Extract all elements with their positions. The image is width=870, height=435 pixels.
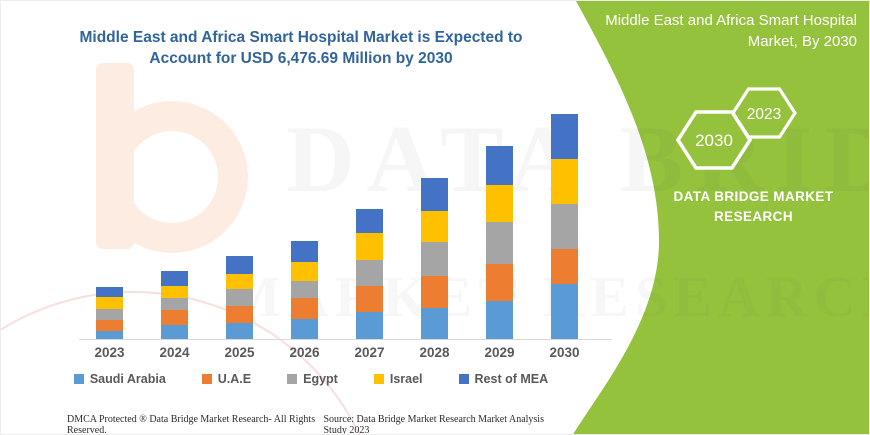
bar-2030	[551, 114, 578, 339]
legend-item-egypt: Egypt	[287, 372, 338, 386]
bar-2023	[96, 287, 123, 339]
bar-segment-2026-saudi-arabia	[291, 319, 318, 339]
legend-swatch-icon	[73, 374, 84, 384]
bar-segment-2028-israel	[421, 211, 448, 243]
bar-2024	[161, 271, 188, 339]
legend-swatch-icon	[458, 374, 469, 384]
hexagon-2030	[675, 110, 753, 170]
bar-segment-2025-egypt	[226, 289, 253, 306]
chart-title-line1: Middle East and Africa Smart Hospital Ma…	[79, 29, 523, 46]
bar-segment-2029-saudi-arabia	[486, 301, 513, 339]
bar-segment-2029-rest-of-mea	[486, 146, 513, 185]
x-axis-label-2028: 2028	[419, 345, 450, 360]
bar-segment-2024-israel	[161, 286, 188, 299]
bar-segment-2023-saudi-arabia	[96, 331, 123, 339]
bar-segment-2028-saudi-arabia	[421, 308, 448, 339]
bar-segment-2026-egypt	[291, 281, 318, 298]
legend-swatch-icon	[373, 374, 384, 384]
legend-label: Egypt	[303, 372, 338, 386]
chart-title-line2: Account for USD 6,476.69 Million by 2030	[149, 50, 453, 67]
legend-item-israel: Israel	[373, 372, 423, 386]
bar-segment-2024-egypt	[161, 298, 188, 311]
plot-area	[79, 113, 612, 340]
bar-2028	[421, 178, 448, 339]
bar-segment-2023-israel	[96, 297, 123, 310]
bar-2027	[356, 209, 383, 339]
bar-segment-2027-rest-of-mea	[356, 209, 383, 234]
bar-segment-2025-saudi-arabia	[226, 323, 253, 339]
bar-segment-2024-rest-of-mea	[161, 271, 188, 287]
bar-segment-2029-u-a-e	[486, 264, 513, 301]
legend-item-rest-of-mea: Rest of MEA	[458, 372, 549, 386]
bar-segment-2025-rest-of-mea	[226, 256, 253, 275]
brand-name: DATA BRIDGE MARKET RESEARCH	[673, 189, 834, 224]
x-axis: 2023 2024 2025 2026 2027 2028 2029 2030	[79, 345, 612, 360]
footer: DMCA Protected ® Data Bridge Market Rese…	[67, 414, 561, 435]
x-axis-label-2023: 2023	[94, 345, 125, 360]
x-axis-label-2029: 2029	[484, 345, 515, 360]
x-axis-label-2025: 2025	[224, 345, 255, 360]
legend-label: Israel	[389, 372, 423, 386]
hexagon-2023-label: 2023	[747, 106, 781, 123]
bar-segment-2024-saudi-arabia	[161, 324, 188, 339]
bar-segment-2026-israel	[291, 262, 318, 281]
bar-segment-2024-u-a-e	[161, 310, 188, 325]
bar-2029	[486, 146, 513, 339]
bar-segment-2027-israel	[356, 233, 383, 260]
legend: Saudi Arabia U.A.E Egypt Israel Rest of MEA	[61, 372, 561, 386]
bar-segment-2030-israel	[551, 159, 578, 204]
hexagon-badges: 2030 2023	[675, 87, 797, 170]
green-panel-background	[573, 1, 869, 434]
legend-label: Saudi Arabia	[89, 372, 166, 386]
watermark-text-marketresearch: MARKET RESEARCH	[226, 264, 870, 329]
bar-segment-2028-u-a-e	[421, 276, 448, 309]
panel-title: Middle East and Africa Smart Hospital Ma…	[605, 12, 857, 50]
bar-segment-2025-israel	[226, 274, 253, 289]
bar-segment-2023-rest-of-mea	[96, 287, 123, 298]
bar-segment-2028-rest-of-mea	[421, 178, 448, 212]
x-axis-label-2030: 2030	[549, 345, 580, 360]
bar-segment-2029-egypt	[486, 222, 513, 264]
bar-segment-2025-u-a-e	[226, 306, 253, 323]
legend-item-u-a-e: U.A.E	[201, 372, 252, 386]
bar-segment-2023-u-a-e	[96, 320, 123, 331]
bar-segment-2026-rest-of-mea	[291, 241, 318, 263]
bar-segment-2027-egypt	[356, 259, 383, 287]
legend-label: U.A.E	[217, 372, 252, 386]
legend-item-saudi-arabia: Saudi Arabia	[73, 372, 166, 386]
bar-2025	[226, 256, 253, 339]
legend-label: Rest of MEA	[474, 372, 549, 386]
bar-segment-2030-saudi-arabia	[551, 284, 578, 339]
x-axis-label-2024: 2024	[159, 345, 190, 360]
x-axis-label-2027: 2027	[354, 345, 385, 360]
bar-2026	[291, 241, 318, 339]
bar-segment-2028-egypt	[421, 242, 448, 277]
bar-segment-2030-egypt	[551, 204, 578, 249]
chart-title: Middle East and Africa Smart Hospital Ma…	[61, 27, 541, 69]
bar-segment-2023-egypt	[96, 309, 123, 321]
bar-segment-2030-rest-of-mea	[551, 114, 578, 159]
legend-swatch-icon	[201, 374, 212, 384]
source-text: Source: Data Bridge Market Research Mark…	[323, 414, 544, 435]
copyright-text: DMCA Protected ® Data Bridge Market Rese…	[67, 414, 316, 435]
legend-swatch-icon	[287, 374, 298, 384]
x-axis-label-2026: 2026	[289, 345, 320, 360]
hexagon-2030-label: 2030	[695, 131, 733, 150]
bar-segment-2026-u-a-e	[291, 298, 318, 319]
bar-segment-2030-u-a-e	[551, 249, 578, 284]
bar-segment-2029-israel	[486, 185, 513, 222]
bar-segment-2027-saudi-arabia	[356, 312, 383, 339]
bar-segment-2027-u-a-e	[356, 286, 383, 313]
